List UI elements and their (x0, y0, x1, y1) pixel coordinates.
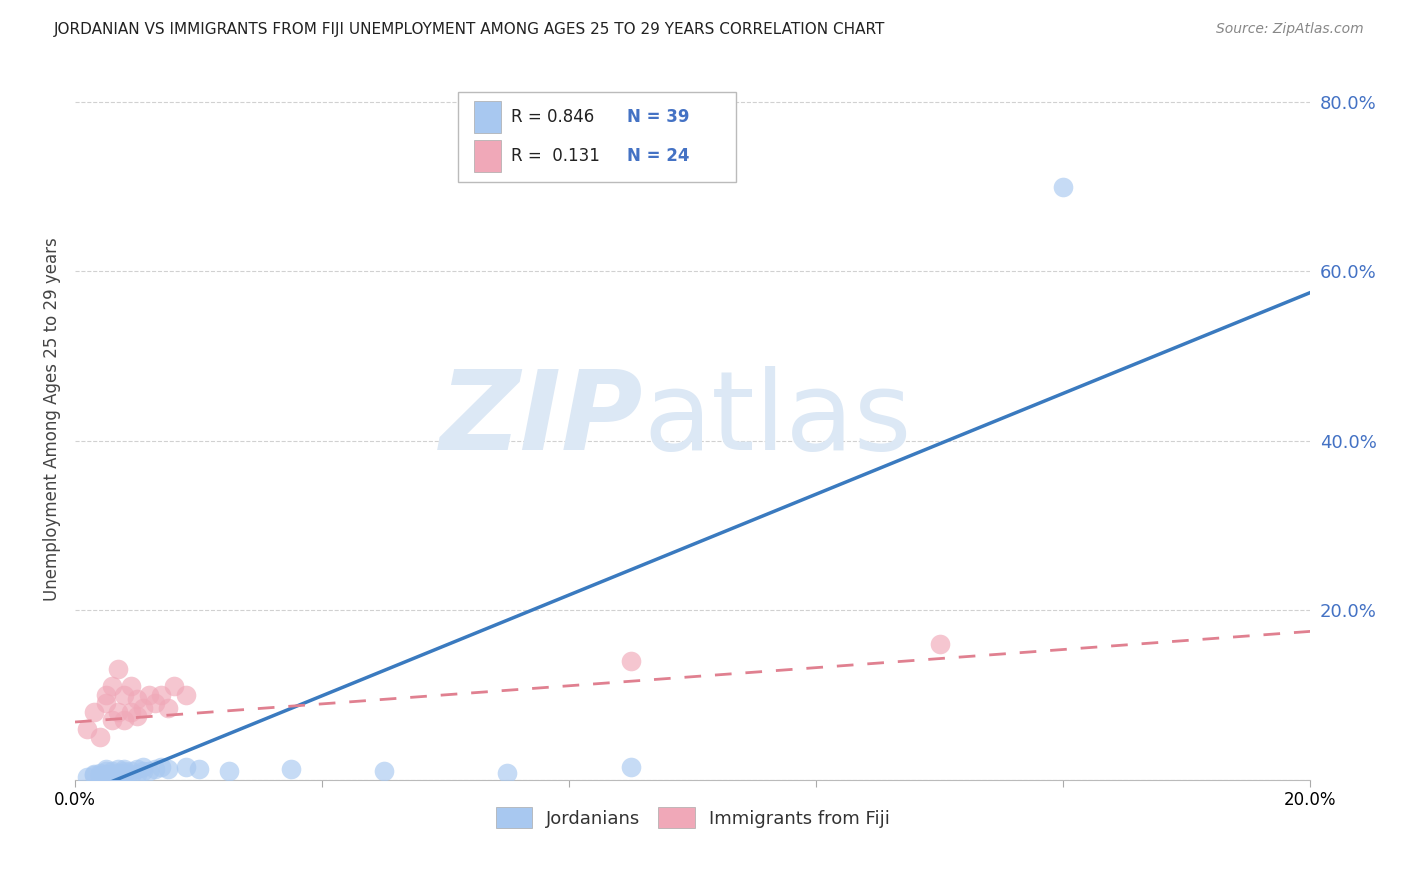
Point (138, 764, 160, 779)
Point (125, 692, 148, 706)
Point (138, 688, 160, 702)
Point (112, 764, 135, 779)
Point (132, 764, 155, 779)
Point (120, 764, 142, 779)
Point (76, 770, 98, 784)
Point (94, 766, 117, 780)
Point (107, 765, 129, 780)
Point (112, 768, 135, 782)
Point (94, 768, 117, 782)
Point (101, 714, 124, 728)
Point (174, 760, 197, 774)
Point (94, 688, 117, 702)
Point (150, 760, 173, 774)
Point (132, 760, 155, 774)
Text: Source: ZipAtlas.com: Source: ZipAtlas.com (1216, 22, 1364, 37)
Point (112, 765, 135, 780)
Point (125, 709, 148, 723)
Point (83, 766, 105, 780)
Point (101, 680, 124, 694)
Point (107, 768, 129, 782)
Point (101, 766, 124, 780)
Point (94, 697, 117, 711)
Point (620, 760, 643, 774)
Point (143, 697, 166, 711)
Text: N = 24: N = 24 (627, 147, 690, 165)
Point (112, 762, 135, 776)
FancyBboxPatch shape (474, 140, 501, 172)
Point (132, 700, 155, 714)
Point (125, 766, 148, 780)
Point (125, 763, 148, 777)
Point (89, 770, 111, 784)
Point (218, 764, 240, 779)
Legend: Jordanians, Immigrants from Fiji: Jordanians, Immigrants from Fiji (488, 800, 897, 836)
Point (143, 763, 166, 777)
Point (496, 765, 519, 780)
Point (187, 763, 209, 777)
Text: R =  0.131: R = 0.131 (512, 147, 600, 165)
Text: atlas: atlas (644, 366, 911, 473)
Point (156, 700, 179, 714)
Point (150, 688, 173, 702)
FancyBboxPatch shape (458, 92, 735, 182)
Point (174, 688, 197, 702)
Point (280, 763, 302, 777)
Text: JORDANIAN VS IMMIGRANTS FROM FIJI UNEMPLOYMENT AMONG AGES 25 TO 29 YEARS CORRELA: JORDANIAN VS IMMIGRANTS FROM FIJI UNEMPL… (53, 22, 884, 37)
Point (89, 731, 111, 745)
Point (107, 763, 129, 777)
Point (1052, 179, 1074, 194)
Point (112, 714, 135, 728)
Point (120, 705, 142, 719)
FancyBboxPatch shape (474, 102, 501, 133)
Point (94, 764, 117, 779)
Point (163, 680, 186, 694)
Text: N = 39: N = 39 (627, 108, 690, 126)
Point (89, 768, 111, 782)
Point (89, 765, 111, 780)
Point (373, 764, 395, 779)
Point (101, 769, 124, 783)
Point (120, 680, 142, 694)
Point (94, 763, 117, 777)
Point (112, 688, 135, 702)
Y-axis label: Unemployment Among Ages 25 to 29 years: Unemployment Among Ages 25 to 29 years (44, 238, 60, 601)
Point (107, 663, 129, 677)
Text: R = 0.846: R = 0.846 (512, 108, 595, 126)
Point (620, 654, 643, 668)
Point (101, 764, 124, 779)
Point (156, 763, 179, 777)
Point (94, 770, 117, 784)
Point (83, 705, 105, 719)
Point (107, 705, 129, 719)
Point (928, 637, 950, 651)
Point (83, 768, 105, 782)
Point (76, 722, 98, 736)
Point (120, 767, 142, 781)
Text: ZIP: ZIP (440, 366, 644, 473)
